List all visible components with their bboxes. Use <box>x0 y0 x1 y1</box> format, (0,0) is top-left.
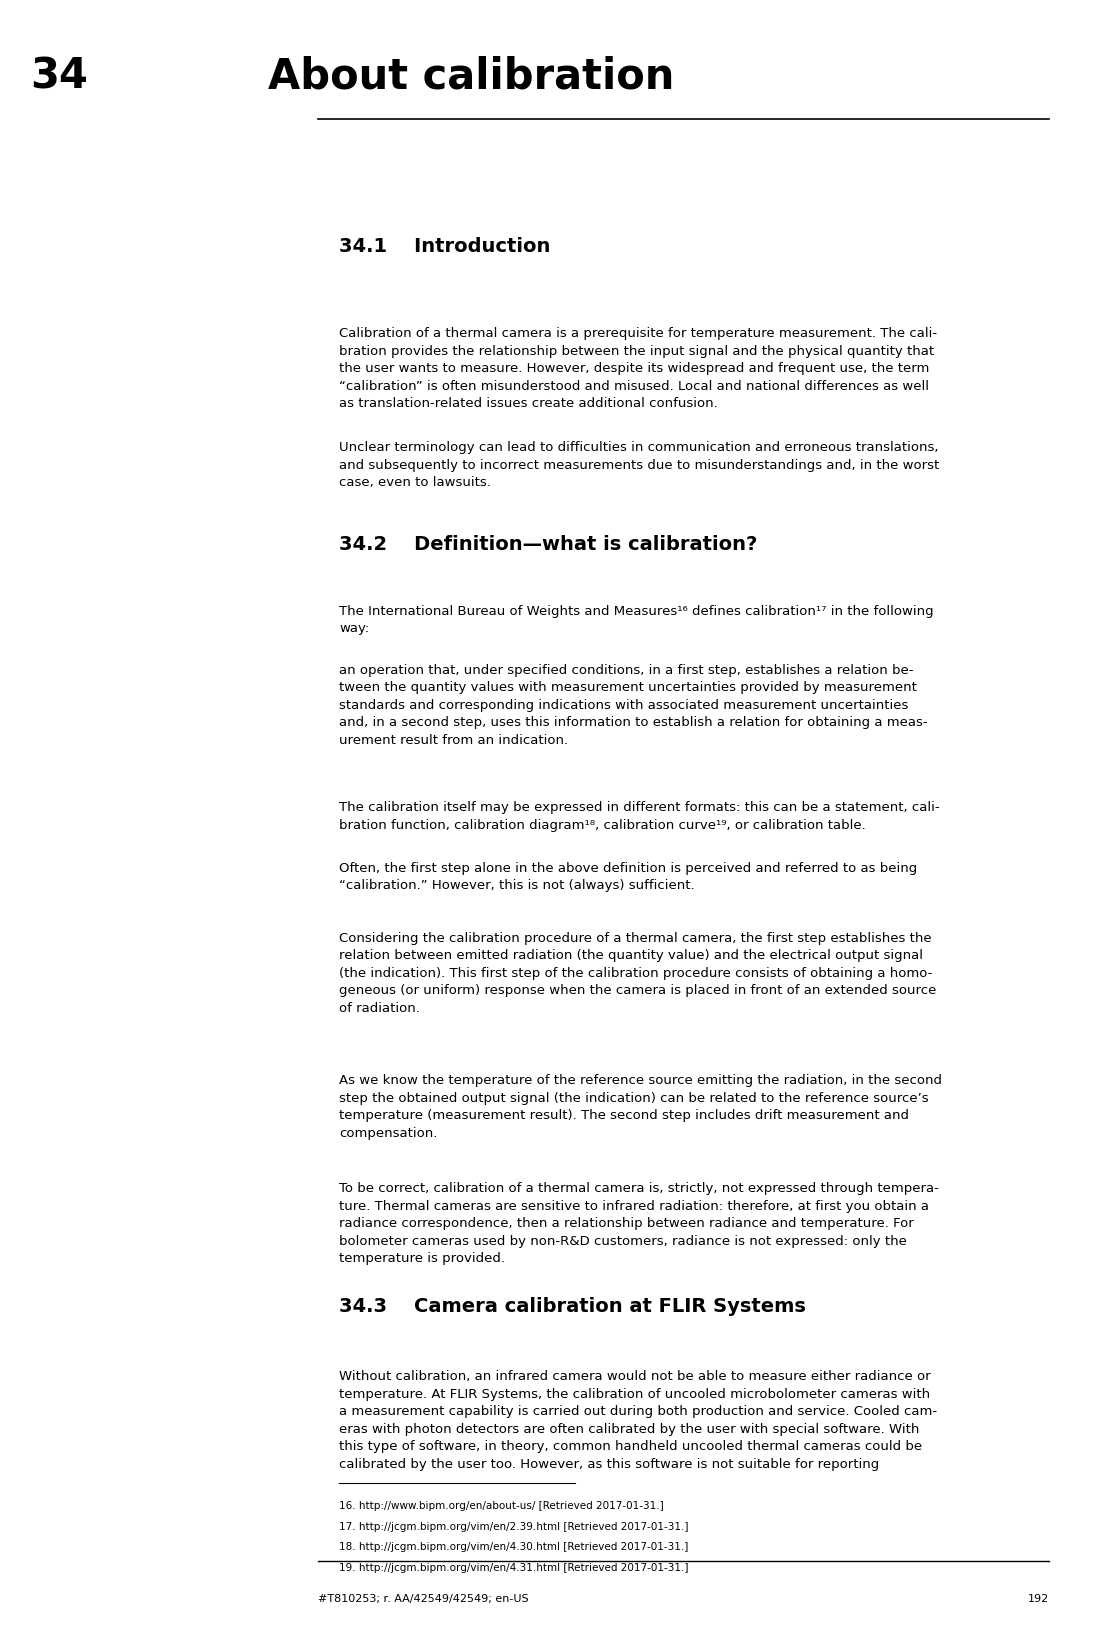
Text: 34.3    Camera calibration at FLIR Systems: 34.3 Camera calibration at FLIR Systems <box>339 1297 806 1316</box>
Text: 34: 34 <box>30 56 88 98</box>
Text: The calibration itself may be expressed in different formats: this can be a stat: The calibration itself may be expressed … <box>339 801 940 832</box>
Text: an operation that, under specified conditions, in a first step, establishes a re: an operation that, under specified condi… <box>339 664 928 747</box>
Text: 16. http://www.bipm.org/en/about-us/ [Retrieved 2017-01-31.]: 16. http://www.bipm.org/en/about-us/ [Re… <box>339 1501 664 1511</box>
Text: 192: 192 <box>1027 1594 1049 1604</box>
Text: 18. http://jcgm.bipm.org/vim/en/4.30.html [Retrieved 2017-01-31.]: 18. http://jcgm.bipm.org/vim/en/4.30.htm… <box>339 1542 688 1552</box>
Text: 34.2    Definition—what is calibration?: 34.2 Definition—what is calibration? <box>339 535 757 554</box>
Text: 17. http://jcgm.bipm.org/vim/en/2.39.html [Retrieved 2017-01-31.]: 17. http://jcgm.bipm.org/vim/en/2.39.htm… <box>339 1522 689 1532</box>
Text: Unclear terminology can lead to difficulties in communication and erroneous tran: Unclear terminology can lead to difficul… <box>339 441 940 489</box>
Text: Often, the first step alone in the above definition is perceived and referred to: Often, the first step alone in the above… <box>339 862 918 893</box>
Text: #T810253; r. AA/42549/42549; en-US: #T810253; r. AA/42549/42549; en-US <box>318 1594 528 1604</box>
Text: 34.1    Introduction: 34.1 Introduction <box>339 237 550 257</box>
Text: 19. http://jcgm.bipm.org/vim/en/4.31.html [Retrieved 2017-01-31.]: 19. http://jcgm.bipm.org/vim/en/4.31.htm… <box>339 1563 689 1573</box>
Text: The International Bureau of Weights and Measures¹⁶ defines calibration¹⁷ in the : The International Bureau of Weights and … <box>339 605 934 636</box>
Text: Considering the calibration procedure of a thermal camera, the first step establ: Considering the calibration procedure of… <box>339 932 936 1015</box>
Text: Without calibration, an infrared camera would not be able to measure either radi: Without calibration, an infrared camera … <box>339 1370 938 1470</box>
Text: Calibration of a thermal camera is a prerequisite for temperature measurement. T: Calibration of a thermal camera is a pre… <box>339 327 938 410</box>
Text: About calibration: About calibration <box>268 56 674 98</box>
Text: To be correct, calibration of a thermal camera is, strictly, not expressed throu: To be correct, calibration of a thermal … <box>339 1182 939 1265</box>
Text: As we know the temperature of the reference source emitting the radiation, in th: As we know the temperature of the refere… <box>339 1074 942 1140</box>
